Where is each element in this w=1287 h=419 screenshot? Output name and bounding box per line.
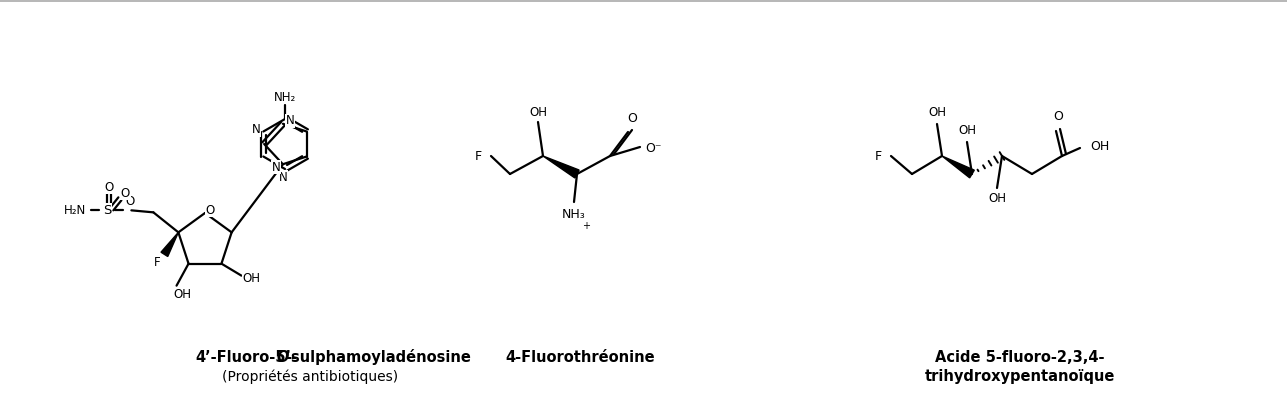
- Text: OH: OH: [174, 288, 192, 301]
- Text: -sulphamoyladénosine: -sulphamoyladénosine: [284, 349, 471, 365]
- Text: OH: OH: [529, 106, 547, 119]
- Text: N: N: [278, 171, 287, 184]
- Text: N: N: [286, 114, 295, 127]
- Text: H₂N: H₂N: [64, 204, 86, 217]
- Text: (Propriétés antibiotiques): (Propriétés antibiotiques): [221, 370, 398, 384]
- Text: O⁻: O⁻: [646, 142, 663, 155]
- Text: NH₃: NH₃: [562, 207, 586, 220]
- Text: N: N: [252, 123, 261, 136]
- Polygon shape: [942, 156, 974, 178]
- Text: O: O: [104, 181, 115, 194]
- Text: 4’-Fluoro-5’-: 4’-Fluoro-5’-: [196, 349, 297, 365]
- Text: OH: OH: [1090, 140, 1109, 153]
- Text: O: O: [206, 204, 215, 217]
- Text: F: F: [475, 150, 481, 163]
- Text: 4-Fluorothréonine: 4-Fluorothréonine: [506, 349, 655, 365]
- Text: O: O: [1053, 109, 1063, 122]
- Text: OH: OH: [958, 124, 976, 137]
- Text: +: +: [582, 221, 589, 231]
- Text: F: F: [154, 256, 161, 269]
- Text: F: F: [874, 150, 882, 163]
- Text: NH₂: NH₂: [274, 91, 296, 103]
- Text: N: N: [272, 161, 281, 174]
- Text: O: O: [126, 195, 135, 208]
- Polygon shape: [161, 233, 179, 256]
- Text: O: O: [121, 187, 130, 200]
- Text: Acide 5-fluoro-2,3,4-: Acide 5-fluoro-2,3,4-: [936, 349, 1104, 365]
- Text: trihydroxypentanoïque: trihydroxypentanoïque: [925, 370, 1116, 385]
- Text: S: S: [103, 204, 112, 217]
- Text: OH: OH: [988, 191, 1006, 204]
- Polygon shape: [543, 156, 579, 178]
- Text: OH: OH: [928, 106, 946, 119]
- Text: O: O: [627, 111, 637, 124]
- Text: OH: OH: [242, 272, 260, 285]
- Text: O: O: [275, 349, 288, 365]
